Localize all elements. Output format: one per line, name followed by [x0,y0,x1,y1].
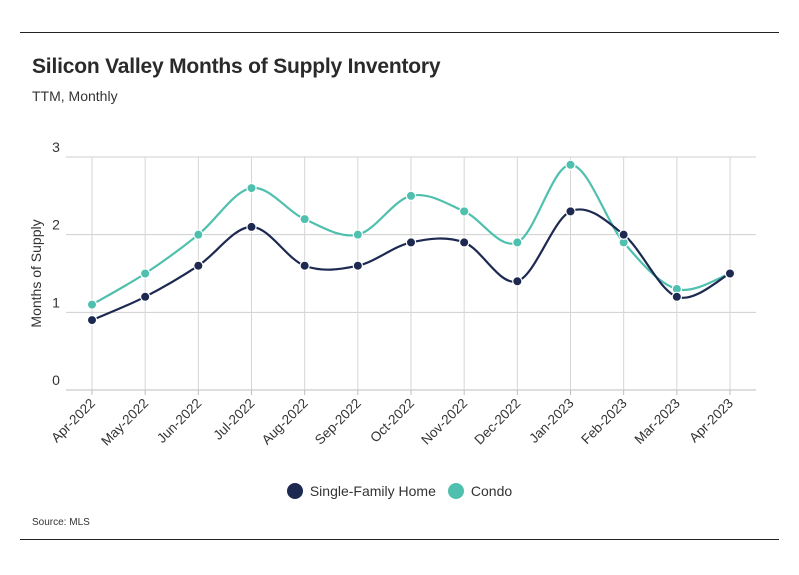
data-point-condo[interactable] [352,229,364,240]
data-point-single-family[interactable] [458,237,470,248]
data-point-single-family[interactable] [352,260,364,271]
data-point-condo[interactable] [139,268,151,279]
chart-subtitle: TTM, Monthly [32,88,118,104]
legend-item-single-family[interactable]: Single-Family Home [286,483,436,499]
data-point-single-family[interactable] [86,314,98,326]
chart-title: Silicon Valley Months of Supply Inventor… [32,55,441,78]
y-tick-label: 3 [52,139,60,155]
data-point-single-family[interactable] [405,237,417,248]
x-tick-label: Nov-2022 [418,396,470,448]
data-point-condo[interactable] [405,190,417,202]
source-note: Source: MLS [32,517,90,528]
y-tick-label: 1 [52,294,60,310]
x-tick-label: Dec-2022 [471,396,523,448]
x-tick-label: Jun-2022 [154,396,204,446]
data-point-single-family[interactable] [299,260,310,271]
data-point-condo[interactable] [86,299,98,310]
x-tick-label: Feb-2023 [578,396,629,447]
legend-swatch-single-family [286,483,303,499]
legend-label-condo: Condo [470,483,513,499]
x-tick-label: Mar-2023 [631,396,682,447]
data-point-condo[interactable] [458,206,470,217]
top-rule [20,32,779,33]
data-point-single-family[interactable] [512,276,523,287]
data-point-condo[interactable] [565,159,576,170]
data-point-single-family[interactable] [618,229,629,240]
x-tick-label: Oct-2022 [367,396,417,446]
data-point-single-family[interactable] [139,291,151,302]
legend-item-condo[interactable]: Condo [447,483,513,499]
data-point-condo[interactable] [193,229,204,240]
y-tick-label: 2 [52,217,60,233]
series [86,159,736,326]
bottom-rule [20,539,779,540]
x-tick-label: Sep-2022 [312,396,364,448]
x-tick-label: Jan-2023 [526,396,576,446]
axes: 0 1 2 3 Apr-2022 May-2022 Jun-2022 Jul-2022 Aug-… [28,139,736,449]
legend: Single-Family Home Condo [0,483,799,499]
y-axis-label: Months of Supply [28,219,44,327]
x-tick-label: Jul-2022 [210,396,257,443]
x-tick-label: Aug-2022 [259,396,311,448]
x-tick-label: Apr-2023 [686,396,736,446]
x-tick-label: Apr-2022 [48,396,98,446]
data-point-condo[interactable] [246,182,257,194]
legend-swatch-condo [447,483,464,499]
x-tick-label: May-2022 [98,396,151,449]
data-point-single-family[interactable] [246,221,257,233]
data-point-condo[interactable] [512,237,523,248]
data-point-single-family[interactable] [193,260,204,271]
data-point-single-family[interactable] [671,291,683,302]
legend-label-single-family: Single-Family Home [309,483,436,499]
data-point-single-family[interactable] [724,268,736,279]
y-tick-label: 0 [52,372,60,388]
data-point-condo[interactable] [299,213,310,225]
data-point-single-family[interactable] [565,206,576,217]
